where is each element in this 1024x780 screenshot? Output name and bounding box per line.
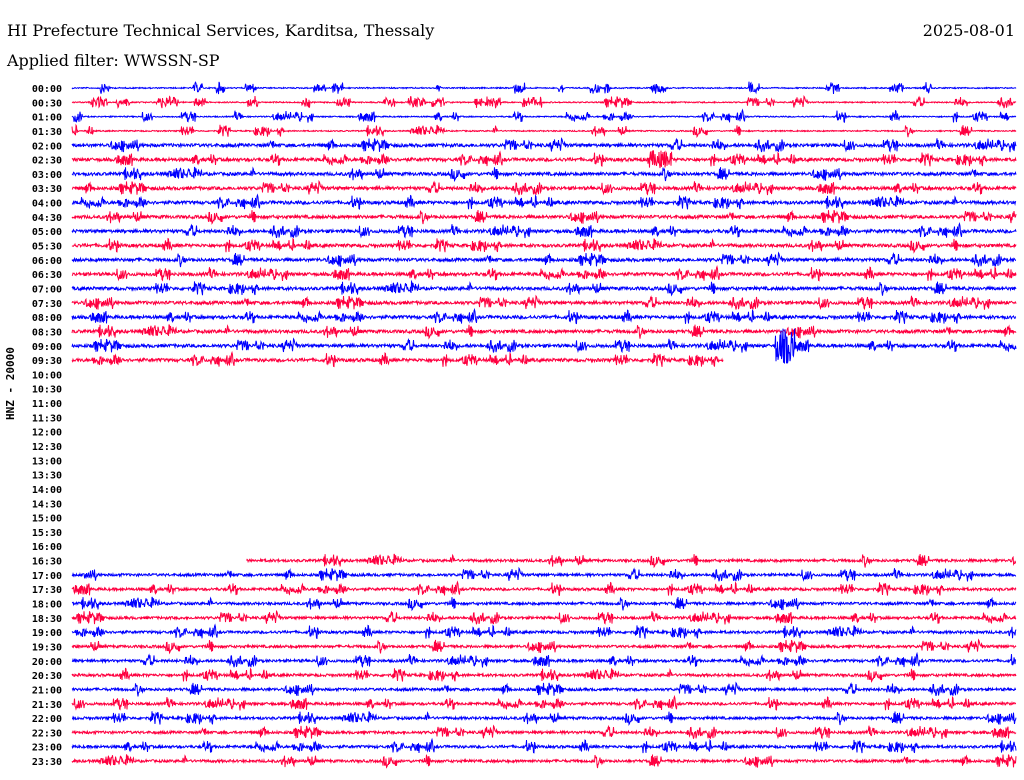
time-tick-label: 05:00 [32,227,62,238]
time-tick-label: 14:30 [32,499,62,510]
seismic-trace-0400 [71,193,1017,210]
time-tick-label: 23:30 [32,757,62,768]
seismic-trace-0100 [71,108,1017,123]
time-tick-label: 15:00 [32,514,62,525]
seismic-trace-2230 [71,724,1017,740]
time-tick-label: 08:00 [32,313,62,324]
time-tick-label: 07:00 [32,284,62,295]
time-tick-label: 10:00 [32,370,62,381]
seismic-trace-0130 [71,123,1017,139]
seismic-trace-0430 [71,209,1017,225]
seismic-trace-1800 [71,596,1017,612]
time-tick-label: 04:00 [32,199,62,210]
time-tick-label: 05:30 [32,242,62,253]
seismic-trace-2130 [71,694,1017,711]
time-tick-label: 17:30 [32,585,62,596]
seismic-trace-0500 [71,221,1017,239]
time-tick-label: 01:00 [32,113,62,124]
time-tick-label: 03:30 [32,184,62,195]
time-tick-label: 10:30 [32,385,62,396]
seismic-trace-0530 [71,237,1017,254]
seismic-trace-0200 [71,137,1017,153]
seismic-trace-1630 [246,553,1017,569]
seismic-trace-2000 [71,651,1017,668]
seismic-trace-1730 [71,580,1017,597]
time-tick-label: 09:30 [32,356,62,367]
time-tick-label: 00:30 [32,98,62,109]
time-tick-label: 22:00 [32,714,62,725]
time-tick-label: 13:00 [32,456,62,467]
time-tick-label: 20:00 [32,657,62,668]
seismic-trace-0230 [71,149,1017,169]
time-tick-label: 23:00 [32,743,62,754]
time-tick-label: 00:00 [32,84,62,95]
time-tick-label: 03:00 [32,170,62,181]
seismic-trace-0330 [71,179,1017,196]
time-tick-label: 20:30 [32,671,62,682]
seismic-trace-2300 [71,737,1017,754]
seismic-trace-0900 [71,328,1017,364]
date-label: 2025-08-01 [922,21,1015,40]
seismic-trace-1700 [71,566,1017,582]
seismic-trace-2330 [71,754,1017,769]
filter-label: Applied filter: WWSSN-SP [7,51,220,70]
time-tick-label: 18:00 [32,600,62,611]
time-tick-label: 02:30 [32,156,62,167]
time-tick-label: 06:00 [32,256,62,267]
time-tick-label: 17:00 [32,571,62,582]
time-tick-label: 11:00 [32,399,62,410]
time-tick-label: 02:00 [32,141,62,152]
seismic-trace-0000 [71,81,1017,95]
seismic-trace-0800 [71,307,1017,325]
time-tick-label: 16:30 [32,557,62,568]
time-tick-label: 14:00 [32,485,62,496]
seismic-trace-2030 [71,667,1017,683]
seismic-trace-0830 [71,324,1017,340]
seismic-trace-0630 [71,265,1017,282]
time-tick-label: 22:30 [32,728,62,739]
seismic-trace-0700 [71,279,1017,297]
time-tick-label: 06:30 [32,270,62,281]
time-tick-label: 21:30 [32,700,62,711]
seismic-trace-0600 [71,251,1016,268]
time-tick-label: 09:00 [32,342,62,353]
seismic-trace-2100 [71,681,1017,697]
seismic-trace-0930 [71,350,724,368]
station-title: HI Prefecture Technical Services, Kardit… [7,21,435,40]
time-tick-label: 13:30 [32,471,62,482]
time-tick-label: 12:00 [32,428,62,439]
seismic-trace-2200 [72,711,1017,726]
time-tick-label: 16:00 [32,542,62,553]
time-tick-label: 11:30 [32,413,62,424]
time-tick-label: 12:30 [32,442,62,453]
time-tick-label: 04:30 [32,213,62,224]
seismic-trace-1900 [71,623,1017,640]
time-tick-label: 01:30 [32,127,62,138]
seismic-trace-1930 [71,638,1017,655]
seismic-trace-0300 [71,166,1017,183]
time-tick-label: 19:00 [32,628,62,639]
time-tick-label: 18:30 [32,614,62,625]
time-tick-label: 07:30 [32,299,62,310]
seismic-trace-1830 [71,609,1017,625]
time-tick-label: 08:30 [32,327,62,338]
time-tick-label: 15:30 [32,528,62,539]
seismic-trace-0030 [71,94,1017,110]
time-tick-label: 19:30 [32,642,62,653]
seismic-trace-0730 [71,294,1017,311]
time-tick-label: 21:00 [32,685,62,696]
